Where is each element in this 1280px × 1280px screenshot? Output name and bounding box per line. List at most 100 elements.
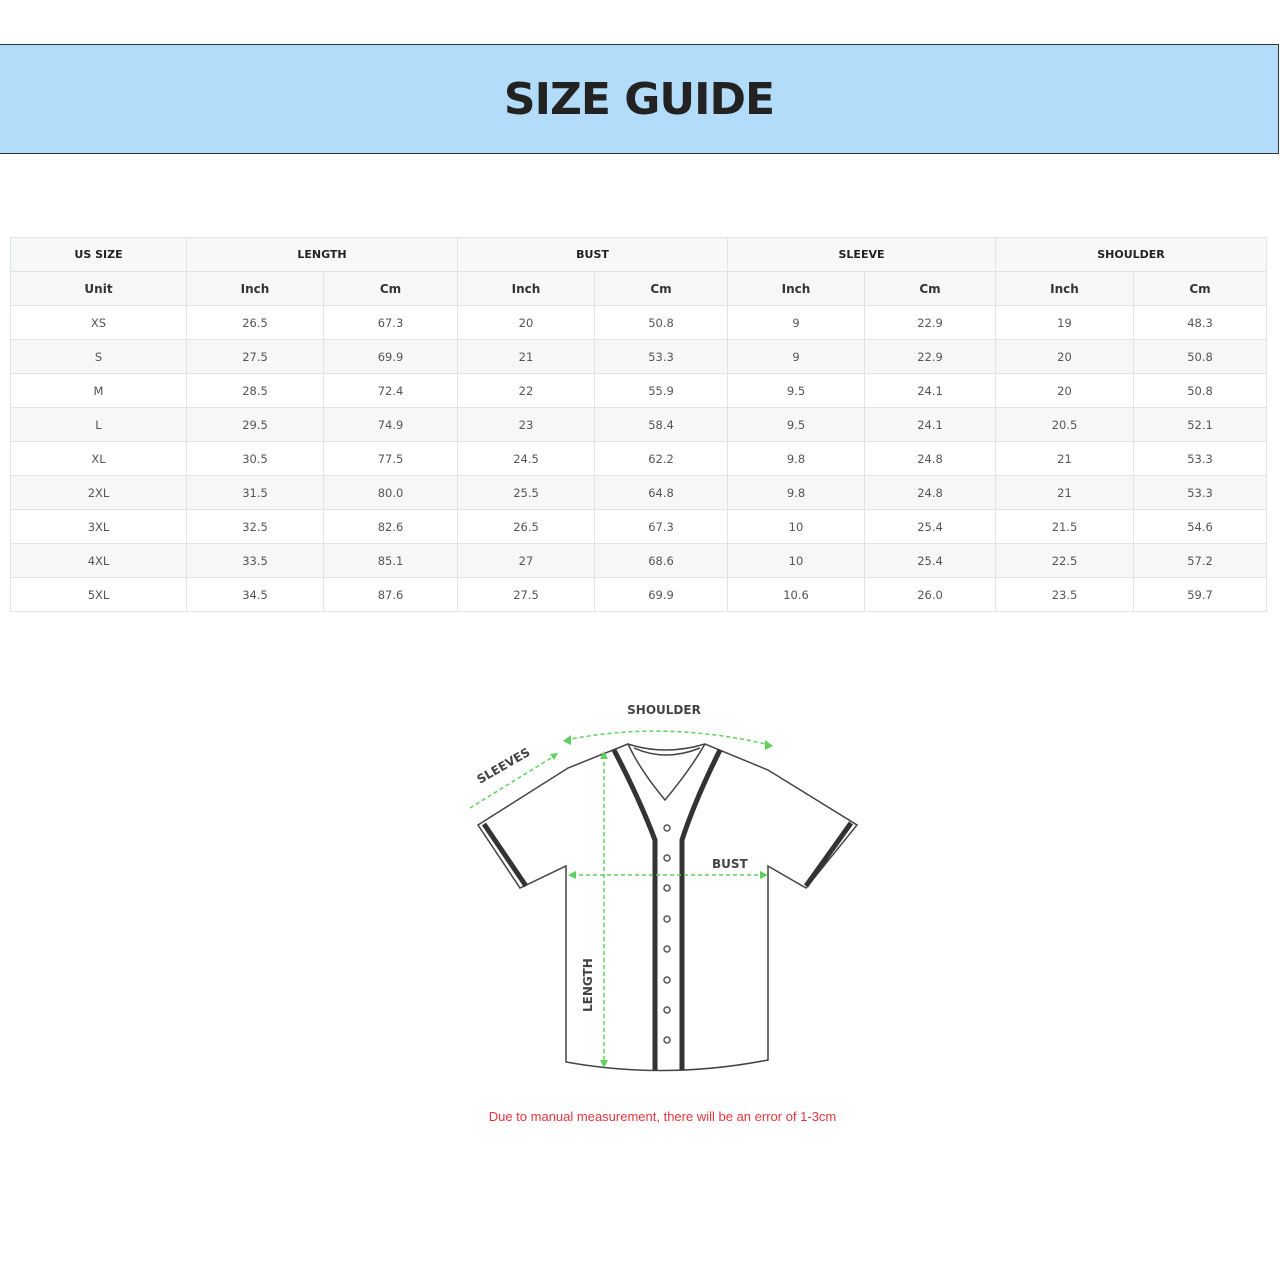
value-cell: 27.5 (457, 577, 595, 612)
size-cell: 5XL (10, 577, 187, 612)
size-cell: 4XL (10, 543, 187, 578)
table-row: XL 30.5 77.5 24.5 62.2 9.8 24.8 21 53.3 (10, 441, 1268, 476)
value-cell: 24.8 (864, 441, 996, 476)
value-cell: 55.9 (594, 373, 728, 408)
value-cell: 21 (995, 475, 1134, 510)
value-cell: 53.3 (1132, 441, 1268, 476)
value-cell: 77.5 (323, 441, 458, 476)
unit-cell: Cm (864, 271, 996, 306)
jersey-diagram: SHOULDER SLEEVES BUST LENGTH (469, 703, 859, 1072)
value-cell: 21 (995, 441, 1134, 476)
value-cell: 26.5 (457, 509, 595, 544)
measure-lines (469, 730, 771, 1065)
header-bust: BUST (457, 237, 728, 272)
unit-cell: Cm (594, 271, 728, 306)
value-cell: 64.8 (594, 475, 728, 510)
table-row: 3XL 32.5 82.6 26.5 67.3 10 25.4 21.5 54.6 (10, 509, 1268, 544)
value-cell: 53.3 (1132, 475, 1268, 510)
value-cell: 20 (995, 339, 1134, 374)
value-cell: 69.9 (323, 339, 458, 374)
table-row: 4XL 33.5 85.1 27 68.6 10 25.4 22.5 57.2 (10, 543, 1268, 578)
value-cell: 22.9 (864, 339, 996, 374)
table-row: S 27.5 69.9 21 53.3 9 22.9 20 50.8 (10, 339, 1268, 374)
size-cell: 3XL (10, 509, 187, 544)
size-cell: S (10, 339, 187, 374)
value-cell: 29.5 (186, 407, 324, 442)
value-cell: 21.5 (995, 509, 1134, 544)
size-cell: 2XL (10, 475, 187, 510)
value-cell: 24.8 (864, 475, 996, 510)
value-cell: 32.5 (186, 509, 324, 544)
jersey-trim (481, 748, 854, 1070)
size-cell: L (10, 407, 187, 442)
value-cell: 26.5 (186, 305, 324, 340)
length-label: LENGTH (581, 958, 595, 1012)
value-cell: 21 (457, 339, 595, 374)
value-cell: 48.3 (1132, 305, 1268, 340)
value-cell: 10 (727, 509, 865, 544)
value-cell: 69.9 (594, 577, 728, 612)
jersey-outline (476, 743, 859, 1072)
value-cell: 10.6 (727, 577, 865, 612)
size-cell: XL (10, 441, 187, 476)
value-cell: 31.5 (186, 475, 324, 510)
value-cell: 33.5 (186, 543, 324, 578)
header-length: LENGTH (186, 237, 458, 272)
value-cell: 9.5 (727, 407, 865, 442)
sleeves-label: SLEEVES (475, 745, 533, 787)
value-cell: 80.0 (323, 475, 458, 510)
unit-cell: Cm (323, 271, 458, 306)
value-cell: 20.5 (995, 407, 1134, 442)
value-cell: 10 (727, 543, 865, 578)
value-cell: 67.3 (594, 509, 728, 544)
value-cell: 25.4 (864, 543, 996, 578)
measure-arrowheads (550, 735, 773, 1068)
value-cell: 9 (727, 305, 865, 340)
table-row: XS 26.5 67.3 20 50.8 9 22.9 19 48.3 (10, 305, 1268, 340)
value-cell: 23.5 (995, 577, 1134, 612)
header-sleeve: SLEEVE (727, 237, 996, 272)
unit-cell: Inch (727, 271, 865, 306)
unit-cell: Inch (457, 271, 595, 306)
buttons (663, 824, 671, 1044)
value-cell: 20 (995, 373, 1134, 408)
value-cell: 25.4 (864, 509, 996, 544)
value-cell: 9.5 (727, 373, 865, 408)
value-cell: 19 (995, 305, 1134, 340)
value-cell: 24.5 (457, 441, 595, 476)
value-cell: 9 (727, 339, 865, 374)
table-row: 5XL 34.5 87.6 27.5 69.9 10.6 26.0 23.5 59.7 (10, 577, 1268, 612)
measurement-note: Due to manual measurement, there will be… (488, 1109, 837, 1124)
header-us-size: US SIZE (10, 237, 187, 272)
value-cell: 30.5 (186, 441, 324, 476)
value-cell: 87.6 (323, 577, 458, 612)
value-cell: 27.5 (186, 339, 324, 374)
value-cell: 50.8 (1132, 339, 1268, 374)
unit-cell: Cm (1132, 271, 1268, 306)
value-cell: 20 (457, 305, 595, 340)
value-cell: 53.3 (594, 339, 728, 374)
value-cell: 72.4 (323, 373, 458, 408)
size-cell: XS (10, 305, 187, 340)
table-row: M 28.5 72.4 22 55.9 9.5 24.1 20 50.8 (10, 373, 1268, 408)
value-cell: 68.6 (594, 543, 728, 578)
table-row: L 29.5 74.9 23 58.4 9.5 24.1 20.5 52.1 (10, 407, 1268, 442)
value-cell: 59.7 (1132, 577, 1268, 612)
value-cell: 22.5 (995, 543, 1134, 578)
group-header-row: US SIZE LENGTH BUST SLEEVE SHOULDER (10, 237, 1268, 272)
value-cell: 50.8 (594, 305, 728, 340)
unit-cell: Unit (10, 271, 187, 306)
unit-row: Unit Inch Cm Inch Cm Inch Cm Inch Cm (10, 271, 1268, 306)
value-cell: 24.1 (864, 373, 996, 408)
value-cell: 62.2 (594, 441, 728, 476)
value-cell: 22 (457, 373, 595, 408)
value-cell: 9.8 (727, 475, 865, 510)
value-cell: 67.3 (323, 305, 458, 340)
title-banner: SIZE GUIDE (0, 44, 1279, 154)
value-cell: 85.1 (323, 543, 458, 578)
value-cell: 28.5 (186, 373, 324, 408)
shoulder-label: SHOULDER (627, 703, 701, 717)
value-cell: 54.6 (1132, 509, 1268, 544)
value-cell: 9.8 (727, 441, 865, 476)
page-title: SIZE GUIDE (503, 73, 775, 125)
